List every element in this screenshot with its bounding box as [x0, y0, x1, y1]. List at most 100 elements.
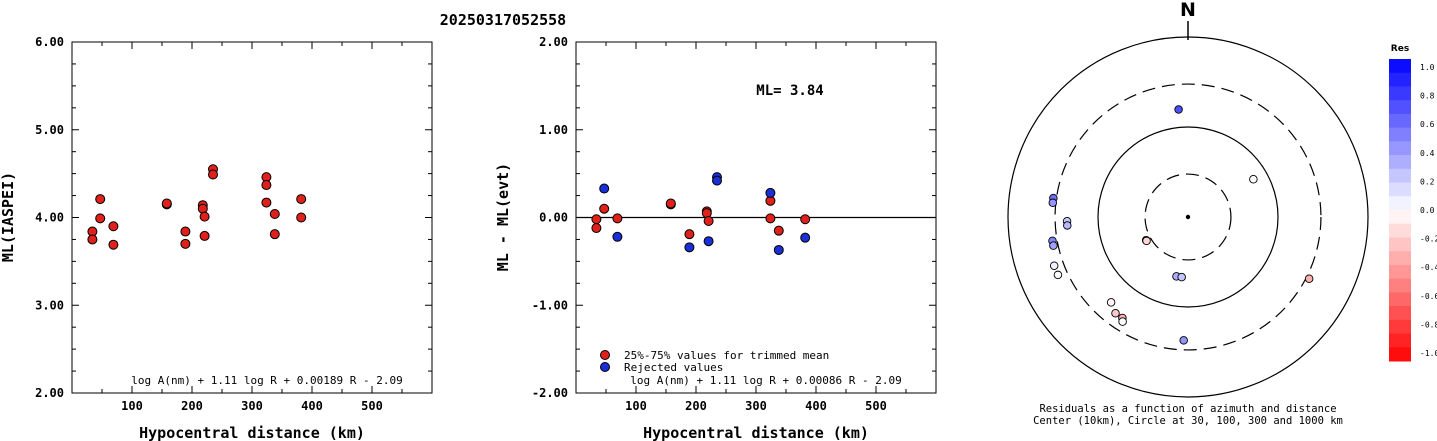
p2-point-s1 [773, 244, 784, 255]
station-marker [1174, 105, 1183, 114]
color-scale-cell [1389, 306, 1411, 321]
color-scale-label: 0.4 [1420, 149, 1435, 158]
panel-ml-vs-distance: Hypocentral distance (km) ML(IASPEI) log… [0, 35, 433, 441]
color-scale-label: -0.2 [1420, 235, 1437, 244]
p2-point-s0 [765, 213, 776, 224]
station-marker [1177, 272, 1186, 282]
p2-point-s0 [800, 214, 811, 225]
p2-point-s1 [684, 242, 695, 253]
color-scale-cell [1389, 100, 1411, 115]
p1-ytick-label: 4.00 [35, 211, 64, 225]
legend-label-rejected: Rejected values [624, 361, 723, 374]
station-marker [1063, 221, 1072, 230]
color-scale-cell [1389, 251, 1411, 266]
station-marker [1049, 261, 1059, 270]
p2-point-s0 [591, 223, 602, 234]
p1-ytick-label: 3.00 [35, 298, 64, 312]
p2-ylabel: ML - ML(evt) [494, 163, 512, 271]
color-scale-cell [1389, 237, 1411, 252]
p1-point-s0 [208, 169, 218, 180]
ring-1000km [1007, 36, 1369, 398]
center-dot [1185, 214, 1191, 220]
p1-ytick-label: 6.00 [35, 35, 64, 49]
color-scale-cell [1389, 319, 1411, 335]
p1-ytick-label: 5.00 [35, 123, 64, 137]
ring-300km [1054, 83, 1322, 351]
color-scale-cell [1389, 59, 1411, 74]
p2-ytick-label: 2.00 [539, 35, 568, 49]
p2-ytick-label: 1.00 [539, 123, 568, 137]
p1-point-s0 [296, 194, 307, 205]
color-scale-cell [1389, 113, 1411, 129]
p2-xlabel: Hypocentral distance (km) [643, 424, 869, 441]
p2-ml-annotation: ML= 3.84 [756, 83, 823, 99]
color-scale-cell [1389, 333, 1411, 348]
station-marker [1106, 298, 1116, 307]
p1-point-s0 [261, 197, 272, 208]
p2-point-s1 [612, 231, 623, 242]
station-marker [1048, 198, 1058, 208]
station-marker [1118, 317, 1127, 326]
p2-point-s1 [765, 187, 776, 198]
p1-point-s0 [199, 211, 210, 222]
station-marker [1111, 308, 1120, 318]
color-scale-cell [1389, 347, 1411, 362]
polar-caption-1: Residuals as a function of azimuth and d… [1039, 403, 1336, 415]
color-scale-title: Res [1391, 44, 1409, 54]
p1-point-s0 [108, 239, 119, 250]
p1-point-s0 [108, 221, 119, 232]
p2-ytick-label: 0.00 [539, 211, 568, 225]
color-scale-label: 0.0 [1420, 206, 1435, 215]
color-scale-cell [1389, 196, 1411, 211]
color-scale-label: 0.2 [1420, 177, 1435, 186]
p1-point-s0 [95, 194, 106, 205]
panel-residual-polar: N Residuals as a function of azimuth and… [1007, 0, 1369, 427]
color-scale-cell [1389, 292, 1411, 307]
legend-marker-trimmed [600, 350, 610, 360]
p1-point-s0 [180, 226, 191, 237]
p1-xtick-label: 100 [121, 399, 143, 413]
p2-point-s1 [703, 236, 714, 247]
p1-formula: log A(nm) + 1.11 log R + 0.00189 R - 2.0… [131, 374, 403, 387]
color-scale-label: -0.4 [1420, 263, 1437, 272]
ring-100km [1097, 126, 1279, 308]
ring-30km [1144, 173, 1232, 261]
p2-xtick-label: 100 [625, 399, 647, 413]
p1-point-s0 [161, 198, 172, 209]
station-marker [1304, 274, 1314, 283]
color-scale-cell [1389, 72, 1411, 87]
p1-point-s0 [296, 212, 307, 223]
legend-marker-rejected [600, 362, 610, 372]
color-scale-cell [1389, 86, 1411, 101]
p1-ytick-label: 2.00 [35, 386, 64, 400]
p2-point-s0 [684, 229, 695, 240]
p1-point-s0 [180, 238, 191, 249]
color-scale-cell [1389, 223, 1411, 238]
p1-xtick-label: 400 [301, 399, 323, 413]
color-scale-cell [1389, 168, 1411, 184]
station-marker [1179, 336, 1188, 345]
p2-point-s0 [703, 216, 714, 227]
polar-caption-2: Center (10km), Circle at 30, 100, 300 an… [1033, 415, 1343, 427]
p2-point-s0 [599, 203, 610, 214]
color-scale-cell [1389, 155, 1411, 170]
p2-point-s1 [800, 232, 811, 243]
legend-label-trimmed: 25%-75% values for trimmed mean [624, 349, 829, 362]
color-scale-label: 0.6 [1420, 120, 1435, 129]
color-scale-cell [1389, 141, 1411, 156]
p2-point-s0 [773, 225, 784, 236]
p2-xtick-label: 200 [685, 399, 707, 413]
color-scale-label: -1.0 [1420, 349, 1437, 358]
color-scale-cell [1389, 182, 1411, 197]
p2-point-s0 [665, 198, 676, 209]
p2-ytick-label: -2.00 [532, 386, 568, 400]
north-label: N [1180, 0, 1196, 21]
p1-frame [71, 41, 433, 394]
p1-xtick-label: 200 [181, 399, 203, 413]
color-scale-label: -0.6 [1420, 292, 1437, 301]
panel-residual-vs-distance: Hypocentral distance (km) ML - ML(evt) M… [494, 35, 937, 441]
station-marker [1053, 270, 1063, 280]
p1-point-s0 [269, 208, 280, 219]
p2-formula: log A(nm) + 1.11 log R + 0.00086 R - 2.0… [630, 374, 902, 387]
